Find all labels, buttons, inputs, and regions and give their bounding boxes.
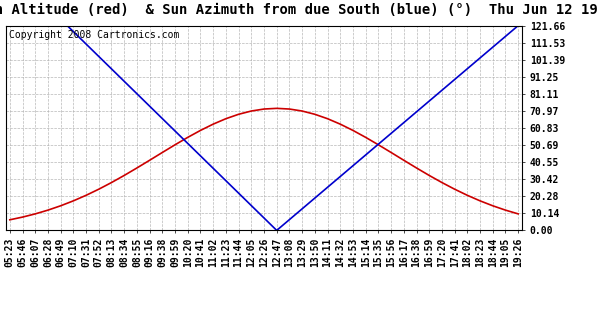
Text: Copyright 2008 Cartronics.com: Copyright 2008 Cartronics.com — [8, 30, 179, 40]
Text: Sun Altitude (red)  & Sun Azimuth from due South (blue) (°)  Thu Jun 12 19:56: Sun Altitude (red) & Sun Azimuth from du… — [0, 3, 600, 17]
